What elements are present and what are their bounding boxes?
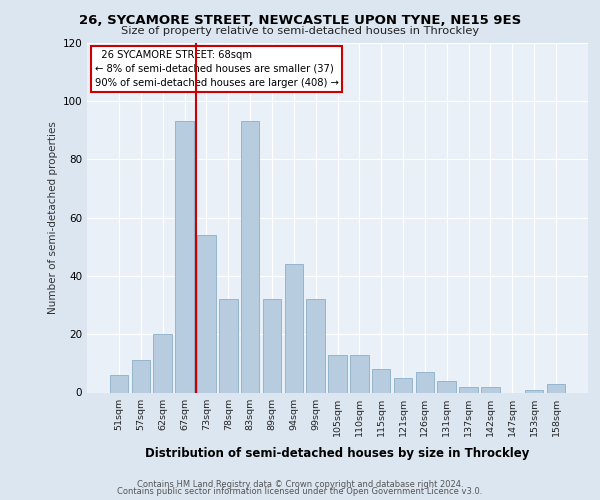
- Bar: [197, 235, 216, 392]
- Bar: [110, 375, 128, 392]
- Text: Size of property relative to semi-detached houses in Throckley: Size of property relative to semi-detach…: [121, 26, 479, 36]
- Bar: [525, 390, 544, 392]
- Bar: [154, 334, 172, 392]
- Bar: [284, 264, 303, 392]
- X-axis label: Distribution of semi-detached houses by size in Throckley: Distribution of semi-detached houses by …: [145, 447, 530, 460]
- Bar: [547, 384, 565, 392]
- Bar: [372, 369, 391, 392]
- Text: Contains HM Land Registry data © Crown copyright and database right 2024.: Contains HM Land Registry data © Crown c…: [137, 480, 463, 489]
- Bar: [263, 299, 281, 392]
- Bar: [437, 381, 456, 392]
- Text: 26 SYCAMORE STREET: 68sqm
← 8% of semi-detached houses are smaller (37)
90% of s: 26 SYCAMORE STREET: 68sqm ← 8% of semi-d…: [95, 50, 338, 88]
- Bar: [416, 372, 434, 392]
- Bar: [328, 354, 347, 393]
- Bar: [307, 299, 325, 392]
- Text: Contains public sector information licensed under the Open Government Licence v3: Contains public sector information licen…: [118, 487, 482, 496]
- Y-axis label: Number of semi-detached properties: Number of semi-detached properties: [48, 121, 58, 314]
- Bar: [394, 378, 412, 392]
- Text: 26, SYCAMORE STREET, NEWCASTLE UPON TYNE, NE15 9ES: 26, SYCAMORE STREET, NEWCASTLE UPON TYNE…: [79, 14, 521, 27]
- Bar: [241, 122, 259, 392]
- Bar: [175, 122, 194, 392]
- Bar: [219, 299, 238, 392]
- Bar: [350, 354, 368, 393]
- Bar: [481, 386, 500, 392]
- Bar: [459, 386, 478, 392]
- Bar: [131, 360, 150, 392]
